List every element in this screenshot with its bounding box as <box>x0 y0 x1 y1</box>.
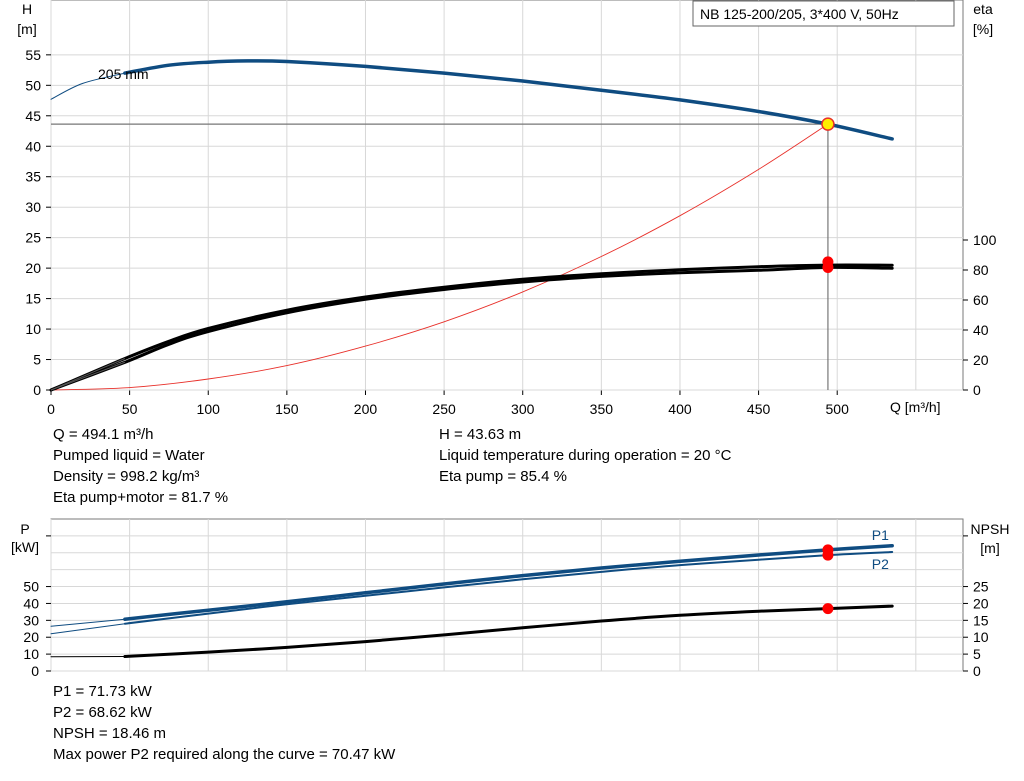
info-head: H = 43.63 m <box>439 426 522 443</box>
top-y-tick-label: 25 <box>25 230 41 246</box>
top-y-tick-label: 50 <box>25 77 41 93</box>
top-y-tick-label: 35 <box>25 169 41 185</box>
bottom-y-tick-label: 50 <box>23 579 39 595</box>
info-liquid-temperature: Liquid temperature during operation = 20… <box>439 447 732 464</box>
top-marker-2 <box>822 261 834 273</box>
top-marker-0 <box>821 117 835 131</box>
legend-box-text: NB 125-200/205, 3*400 V, 50Hz <box>700 6 899 22</box>
info-p1: P1 = 71.73 kW <box>53 683 152 700</box>
series-label-p1: P1 <box>872 527 889 543</box>
top-y-tick-label: 30 <box>25 199 41 215</box>
bottom-y-tick-label: 20 <box>23 629 39 645</box>
top-x-tick-label: 450 <box>747 401 771 417</box>
top-y-right-unit: [%] <box>973 21 993 37</box>
info-left-block: Q = 494.1 m³/h Pumped liquid = Water Den… <box>53 424 228 508</box>
bottom-y-right-tick-label: 25 <box>973 579 989 595</box>
info-npsh: NPSH = 18.46 m <box>53 725 166 742</box>
bottom-y-tick-label: 40 <box>23 595 39 611</box>
top-y-tick-label: 5 <box>33 352 41 368</box>
series-head <box>123 59 894 141</box>
top-x-tick-label: 0 <box>47 401 55 417</box>
top-plot-frame <box>50 0 964 391</box>
top-y-right-tick-label: 40 <box>973 322 989 338</box>
top-y-right-tick-label: 60 <box>973 292 989 308</box>
top-x-tick-label: 200 <box>354 401 378 417</box>
top-y-left-unit: [m] <box>17 21 36 37</box>
series-npsh <box>123 604 894 658</box>
series-eta_pump_motor <box>49 265 894 392</box>
bottom-marker-1 <box>822 549 834 561</box>
bottom-y-tick-label: 0 <box>31 663 39 679</box>
top-y-right-tick-label: 0 <box>973 382 981 398</box>
bottom-y-right-tick-label: 5 <box>973 646 981 662</box>
series-p1 <box>123 543 894 621</box>
top-y-tick-label: 10 <box>25 321 41 337</box>
info-right-block: H = 43.63 m Liquid temperature during op… <box>439 424 731 487</box>
top-y-right-tick-label: 80 <box>973 262 989 278</box>
top-y-tick-label: 55 <box>25 47 41 63</box>
bottom-y-left-label: P <box>20 521 29 537</box>
top-x-tick-label: 350 <box>590 401 614 417</box>
top-y-tick-label: 45 <box>25 108 41 124</box>
top-y-right-label: eta <box>973 1 993 17</box>
series-label-p2: P2 <box>872 556 889 572</box>
top-y-tick-label: 15 <box>25 291 41 307</box>
bottom-y-right-unit: [m] <box>980 540 999 556</box>
series-head_extension <box>50 72 126 100</box>
series-p2-extension <box>50 623 126 635</box>
bottom-y-tick-label: 30 <box>23 612 39 628</box>
top-x-tick-label: 100 <box>197 401 221 417</box>
legend-box <box>692 0 955 27</box>
head-efficiency-chart: 0 50 100 150 200 250 300 350 400 450 5000510152025… <box>17 0 997 417</box>
bottom-y-tick-label: 10 <box>23 646 39 662</box>
bottom-y-right-tick-label: 15 <box>973 612 989 628</box>
series-p1-extension <box>50 618 126 627</box>
info-power-block: P1 = 71.73 kW P2 = 68.62 kW NPSH = 18.46… <box>53 681 395 765</box>
top-x-tick-label: 250 <box>432 401 456 417</box>
top-x-tick-label: 300 <box>511 401 535 417</box>
series-p2 <box>123 551 894 625</box>
info-p2: P2 = 68.62 kW <box>53 704 152 721</box>
top-y-tick-label: 0 <box>33 382 41 398</box>
top-y-right-tick-label: 20 <box>973 352 989 368</box>
top-x-tick-label: 50 <box>122 401 138 417</box>
bottom-y-left-unit: [kW] <box>11 539 39 555</box>
series-eta_pump <box>49 263 894 392</box>
info-flow: Q = 494.1 m³/h <box>53 426 154 443</box>
top-x-tick-label: 150 <box>275 401 299 417</box>
top-y-left-label: H <box>22 1 32 17</box>
top-x-tick-label: 400 <box>668 401 692 417</box>
top-x-label: Q [m³/h] <box>890 399 941 415</box>
info-max-power: Max power P2 required along the curve = … <box>53 746 396 763</box>
top-y-tick-label: 20 <box>25 260 41 276</box>
series-eta_pump-origin <box>50 358 126 391</box>
bottom-y-right-tick-label: 20 <box>973 595 989 611</box>
bottom-y-right-label: NPSH <box>971 521 1010 537</box>
series-eta_pump_motor-origin <box>50 361 126 391</box>
info-eta-pump-motor: Eta pump+motor = 81.7 % <box>53 489 229 506</box>
top-x-tick-label: 500 <box>826 401 850 417</box>
bottom-y-right-tick-label: 10 <box>973 629 989 645</box>
info-pumped-liquid: Pumped liquid = Water <box>53 447 205 464</box>
info-density: Density = 998.2 kg/m³ <box>53 468 200 485</box>
bottom-marker-2 <box>822 603 834 615</box>
bottom-y-right-tick-label: 0 <box>973 663 981 679</box>
top-y-tick-label: 40 <box>25 138 41 154</box>
impeller-diameter-label: 205 mm <box>98 66 149 82</box>
bottom-plot-frame <box>50 518 964 672</box>
top-y-right-tick-label: 100 <box>973 232 997 248</box>
series-system_curve <box>50 123 829 391</box>
info-eta-pump: Eta pump = 85.4 % <box>439 468 567 485</box>
